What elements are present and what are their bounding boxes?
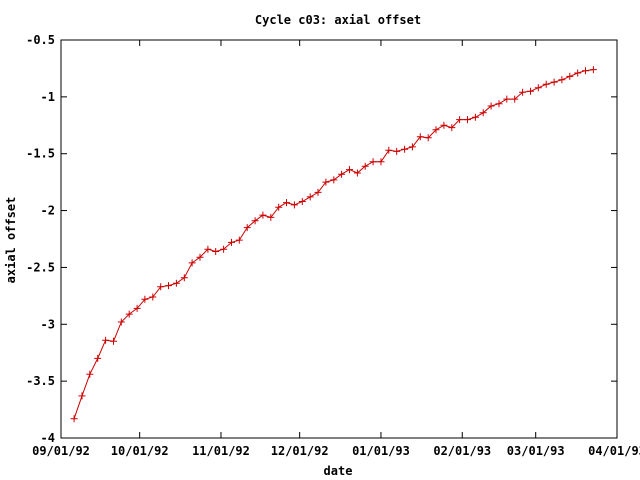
- data-point: [471, 113, 479, 121]
- data-point: [298, 198, 306, 205]
- x-tick-label: 02/01/93: [433, 444, 491, 458]
- data-point: [566, 72, 574, 80]
- data-point: [416, 133, 424, 141]
- data-point: [180, 274, 188, 282]
- data-point: [582, 67, 589, 75]
- data-point: [110, 337, 117, 345]
- data-point: [125, 310, 133, 318]
- data-point: [353, 169, 361, 177]
- data-point: [527, 87, 534, 95]
- data-point: [188, 259, 196, 267]
- data-point: [432, 126, 440, 134]
- data-point: [220, 245, 228, 253]
- data-point: [503, 95, 511, 103]
- y-tick-label: -2: [41, 204, 55, 218]
- data-point: [338, 170, 346, 178]
- data-point: [330, 176, 338, 184]
- x-tick-label: 09/01/92: [32, 444, 90, 458]
- x-tick-label: 04/01/93: [588, 444, 640, 458]
- y-tick-label: -4: [41, 431, 55, 445]
- data-point: [149, 293, 157, 301]
- y-tick-label: -1: [41, 90, 55, 104]
- y-tick-label: -3.5: [26, 374, 55, 388]
- x-axis-label: date: [324, 464, 353, 478]
- data-point: [275, 203, 283, 211]
- x-tick-label: 01/01/93: [352, 444, 410, 458]
- data-point: [306, 193, 314, 201]
- data-point: [235, 236, 243, 244]
- plot-frame: [60, 39, 618, 439]
- data-point: [212, 248, 220, 255]
- data-point: [574, 69, 582, 77]
- data-point: [283, 199, 290, 207]
- data-point: [424, 134, 432, 142]
- x-axis: 09/01/92 10/01/92 11/01/92 12/01/92 01/01/93…: [32, 40, 640, 458]
- x-tick-label: 11/01/92: [192, 444, 250, 458]
- data-point: [542, 80, 550, 88]
- data-point: [440, 121, 448, 129]
- data-point: [172, 279, 180, 287]
- data-point: [94, 354, 102, 362]
- data-point: [267, 213, 275, 221]
- data-point: [408, 143, 416, 151]
- data-point: [401, 145, 409, 153]
- x-tick-label: 03/01/93: [507, 444, 565, 458]
- data-point: [117, 318, 125, 326]
- data-point: [322, 178, 330, 186]
- data-point: [361, 162, 369, 170]
- data-point: [448, 124, 456, 132]
- data-point: [385, 146, 393, 154]
- data-point: [78, 392, 86, 400]
- data-point: [86, 370, 94, 378]
- data-point: [157, 283, 165, 291]
- data-point: [141, 295, 149, 303]
- data-point: [495, 100, 503, 108]
- data-point: [464, 116, 471, 124]
- y-axis: -0.5 -1 -1.5 -2 -2.5 -3 -3.5 -4: [26, 33, 617, 445]
- data-point: [534, 84, 542, 92]
- x-tick-label: 10/01/92: [111, 444, 169, 458]
- series-line: [73, 69, 594, 419]
- data-point: [165, 282, 172, 290]
- data-point: [479, 109, 487, 117]
- data-point: [290, 201, 298, 209]
- data-point: [204, 245, 212, 253]
- data-point: [346, 166, 353, 174]
- data-point: [377, 158, 385, 166]
- data-point: [196, 253, 204, 261]
- y-tick-label: -0.5: [26, 33, 55, 47]
- data-point: [550, 78, 558, 86]
- series-axial-offset: [70, 66, 597, 423]
- data-point: [558, 76, 566, 84]
- data-point: [487, 102, 495, 110]
- chart-title: Cycle c03: axial offset: [255, 13, 421, 27]
- data-point: [102, 336, 110, 344]
- data-point: [314, 188, 322, 196]
- data-point: [456, 116, 464, 124]
- data-point: [511, 95, 519, 103]
- data-point: [70, 415, 78, 423]
- x-tick-label: 12/01/92: [271, 444, 329, 458]
- y-axis-label: axial offset: [4, 197, 18, 284]
- y-tick-label: -1.5: [26, 147, 55, 161]
- data-point: [589, 66, 597, 74]
- y-tick-label: -2.5: [26, 260, 55, 274]
- data-point: [259, 211, 267, 219]
- data-point: [133, 304, 141, 312]
- data-point: [243, 224, 251, 232]
- y-tick-label: -3: [41, 317, 55, 331]
- data-point: [519, 88, 527, 96]
- data-point: [369, 158, 377, 166]
- data-point: [228, 238, 235, 246]
- data-point: [251, 217, 259, 225]
- data-point: [393, 147, 401, 155]
